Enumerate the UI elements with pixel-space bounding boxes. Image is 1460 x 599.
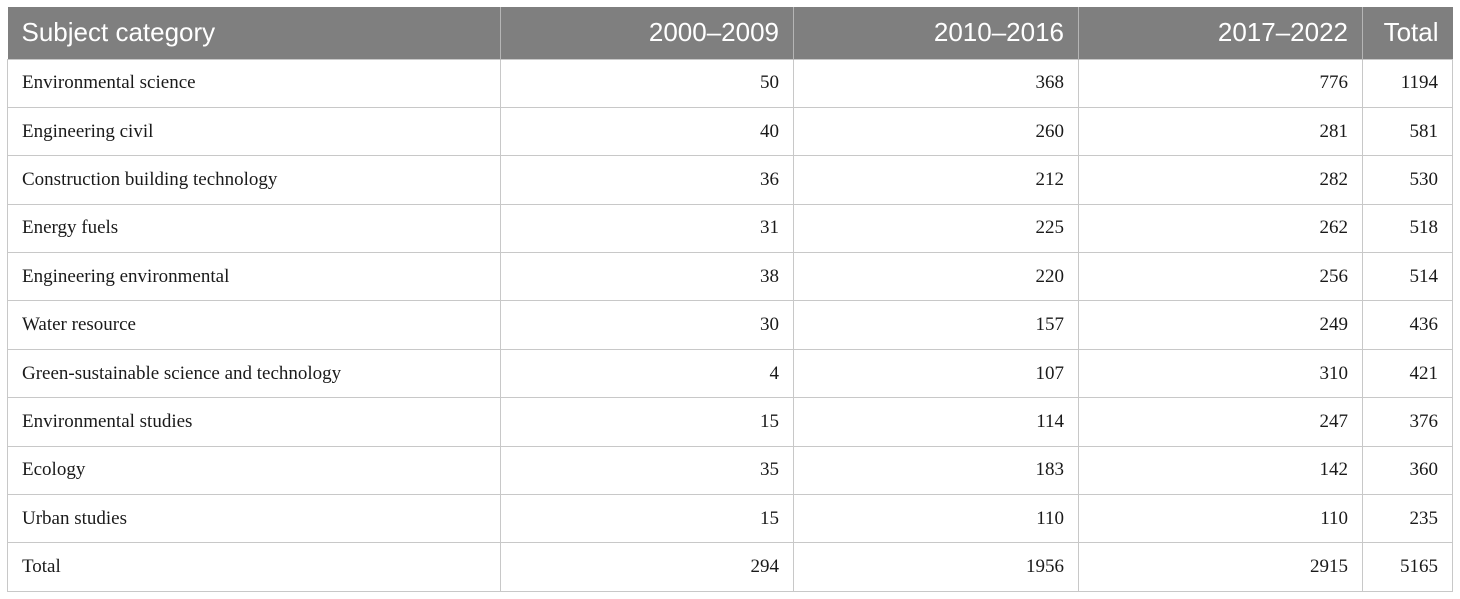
data-table-container: Subject category 2000–2009 2010–2016 201… [7, 7, 1453, 592]
value-cell: 36 [500, 155, 794, 205]
value-cell: 30 [500, 300, 794, 350]
value-cell: 260 [793, 106, 1079, 157]
total-cell: 235 [1362, 494, 1453, 544]
total-cell: 514 [1362, 252, 1453, 302]
table-row: Green-sustainable science and technology… [7, 348, 1453, 399]
value-cell: 31 [500, 203, 794, 254]
value-cell: 225 [793, 203, 1079, 254]
table-row: Ecology 35 183 142 360 [7, 445, 1453, 496]
table-row: Urban studies 15 110 110 235 [7, 494, 1453, 544]
column-header-total: Total [1383, 17, 1439, 48]
value-cell: 157 [793, 300, 1079, 350]
row-label-cell: Engineering environmental [7, 252, 501, 302]
table-header-row: Subject category 2000–2009 2010–2016 201… [7, 7, 1453, 59]
value-cell: 40 [500, 106, 794, 157]
value-cell: 220 [793, 252, 1079, 302]
column-header-2017-2022: 2017–2022 [1078, 7, 1363, 59]
value-cell: 262 [1078, 203, 1363, 254]
total-cell: 581 [1362, 106, 1453, 157]
value-cell: 282 [1078, 155, 1363, 205]
value-cell: 183 [793, 445, 1079, 496]
value-cell: 310 [1078, 348, 1363, 399]
table-row: Water resource 30 157 249 436 [7, 300, 1453, 350]
column-header-2000-2009: 2000–2009 [500, 7, 794, 59]
value-cell: 4 [500, 348, 794, 399]
value-cell: 1956 [793, 542, 1079, 592]
total-cell: 436 [1362, 300, 1453, 350]
value-cell: 294 [500, 542, 794, 592]
column-header-2010-2016: 2010–2016 [793, 7, 1079, 59]
total-cell: 5165 [1362, 542, 1453, 592]
table-row: Engineering civil 40 260 281 581 [7, 106, 1453, 157]
value-cell: 212 [793, 155, 1079, 205]
total-cell: 530 [1362, 155, 1453, 205]
row-label-cell: Green-sustainable science and technology [7, 348, 501, 399]
value-cell: 107 [793, 348, 1079, 399]
value-cell: 110 [793, 494, 1079, 544]
value-cell: 110 [1078, 494, 1363, 544]
table-row: Environmental science 50 368 776 1194 [7, 58, 1453, 108]
value-cell: 38 [500, 252, 794, 302]
table-row: Environmental studies 15 114 247 376 [7, 397, 1453, 447]
value-cell: 142 [1078, 445, 1363, 496]
row-label-cell: Construction building technology [7, 155, 501, 205]
row-label-cell: Environmental science [7, 58, 501, 108]
row-label-cell: Water resource [7, 300, 501, 350]
value-cell: 281 [1078, 106, 1363, 157]
value-cell: 114 [793, 397, 1079, 447]
value-cell: 50 [500, 58, 794, 108]
row-label-cell: Engineering civil [7, 106, 501, 157]
value-cell: 35 [500, 445, 794, 496]
table-row: Energy fuels 31 225 262 518 [7, 203, 1453, 254]
total-cell: 518 [1362, 203, 1453, 254]
value-cell: 15 [500, 494, 794, 544]
value-cell: 368 [793, 58, 1079, 108]
column-header-subject-category: Subject category [7, 7, 501, 59]
row-label-cell: Environmental studies [7, 397, 501, 447]
value-cell: 256 [1078, 252, 1363, 302]
row-label-cell: Total [7, 542, 501, 592]
total-cell: 376 [1362, 397, 1453, 447]
row-label-cell: Ecology [7, 445, 501, 496]
total-cell: 421 [1362, 348, 1453, 399]
subject-category-table: Subject category 2000–2009 2010–2016 201… [7, 7, 1453, 592]
total-cell: 360 [1362, 445, 1453, 496]
row-label-cell: Energy fuels [7, 203, 501, 254]
value-cell: 15 [500, 397, 794, 447]
value-cell: 776 [1078, 58, 1363, 108]
table-row: Construction building technology 36 212 … [7, 155, 1453, 205]
table-row: Engineering environmental 38 220 256 514 [7, 252, 1453, 302]
row-label-cell: Urban studies [7, 494, 501, 544]
value-cell: 247 [1078, 397, 1363, 447]
table-total-row: Total 294 1956 2915 5165 [7, 542, 1453, 592]
value-cell: 2915 [1078, 542, 1363, 592]
value-cell: 249 [1078, 300, 1363, 350]
total-cell: 1194 [1362, 58, 1453, 108]
